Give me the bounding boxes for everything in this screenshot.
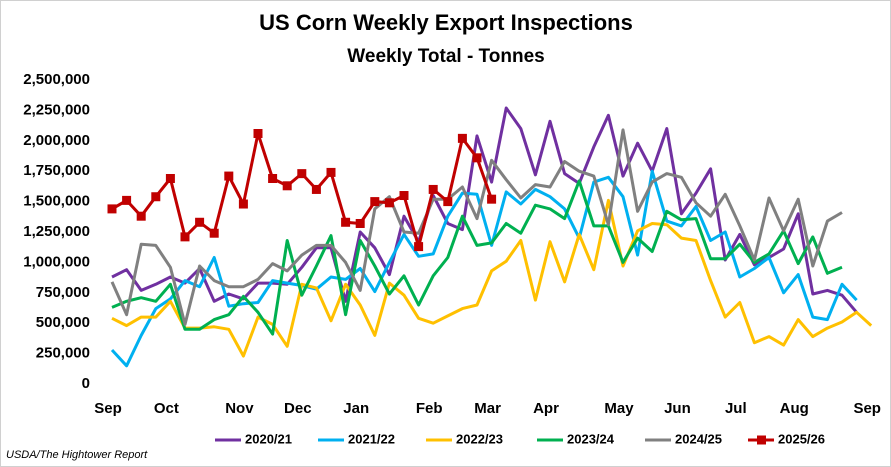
- x-tick-label: Apr: [533, 400, 559, 417]
- series-marker: [384, 198, 394, 208]
- series-marker: [297, 169, 307, 179]
- series-marker: [355, 218, 365, 228]
- y-tick-label: 500,000: [36, 314, 90, 331]
- series-marker: [180, 232, 190, 242]
- series-line: [111, 198, 873, 358]
- series-line: [111, 179, 843, 336]
- series-marker: [311, 184, 321, 194]
- y-tick-label: 2,250,000: [23, 101, 90, 118]
- series-marker: [428, 184, 438, 194]
- y-tick-label: 1,750,000: [23, 162, 90, 179]
- x-tick-label: Aug: [780, 400, 809, 417]
- y-tick-label: 2,500,000: [23, 71, 90, 88]
- x-tick-label: Feb: [416, 400, 443, 417]
- legend-label: 2021/22: [348, 431, 395, 446]
- series-marker: [165, 173, 175, 183]
- y-tick-label: 250,000: [36, 345, 90, 362]
- series-marker: [209, 228, 219, 238]
- legend-label: 2024/25: [675, 431, 722, 446]
- x-tick-label: Dec: [284, 400, 312, 417]
- series-marker: [238, 199, 248, 209]
- legend-label: 2020/21: [245, 431, 292, 446]
- legend-label: 2023/24: [567, 431, 615, 446]
- legend-label: 2022/23: [456, 431, 503, 446]
- series-marker: [341, 217, 351, 227]
- y-tick-label: 0: [82, 375, 90, 392]
- series-marker: [399, 191, 409, 201]
- series-line: [110, 128, 843, 326]
- source-note: USDA/The Hightower Report: [6, 449, 148, 461]
- legend-marker: [757, 435, 766, 445]
- x-tick-label: Mar: [474, 400, 501, 417]
- series-marker: [224, 171, 234, 181]
- series-marker: [136, 211, 146, 221]
- y-tick-label: 1,250,000: [23, 223, 90, 240]
- series-marker: [195, 217, 205, 227]
- legend-label: 2025/26: [778, 431, 825, 446]
- series-marker: [487, 194, 497, 204]
- series-marker: [253, 129, 263, 139]
- series-line: [111, 106, 858, 314]
- chart-title: US Corn Weekly Export Inspections: [259, 10, 633, 35]
- x-tick-label: Jan: [343, 400, 369, 417]
- y-tick-label: 750,000: [36, 284, 90, 301]
- series-marker: [472, 153, 482, 163]
- x-tick-label: Jul: [725, 400, 747, 417]
- chart-subtitle: Weekly Total - Tonnes: [347, 46, 544, 67]
- x-tick-label: May: [604, 400, 634, 417]
- series-marker: [122, 195, 132, 205]
- series-marker: [268, 173, 278, 183]
- series-marker: [414, 242, 424, 252]
- series-marker: [282, 181, 292, 191]
- y-tick-label: 1,000,000: [23, 253, 90, 270]
- series-marker: [151, 192, 161, 202]
- y-tick-label: 1,500,000: [23, 193, 90, 210]
- series-marker: [457, 133, 467, 143]
- x-tick-label: Sep: [94, 400, 122, 417]
- series-marker: [443, 197, 453, 207]
- x-tick-label: Sep: [853, 400, 881, 417]
- x-tick-label: Oct: [154, 400, 179, 417]
- x-tick-label: Jun: [664, 400, 691, 417]
- series-marker: [326, 167, 336, 177]
- series-marker: [107, 204, 117, 214]
- y-tick-label: 2,000,000: [23, 132, 90, 149]
- x-tick-label: Nov: [225, 400, 254, 417]
- series-marker: [370, 197, 380, 207]
